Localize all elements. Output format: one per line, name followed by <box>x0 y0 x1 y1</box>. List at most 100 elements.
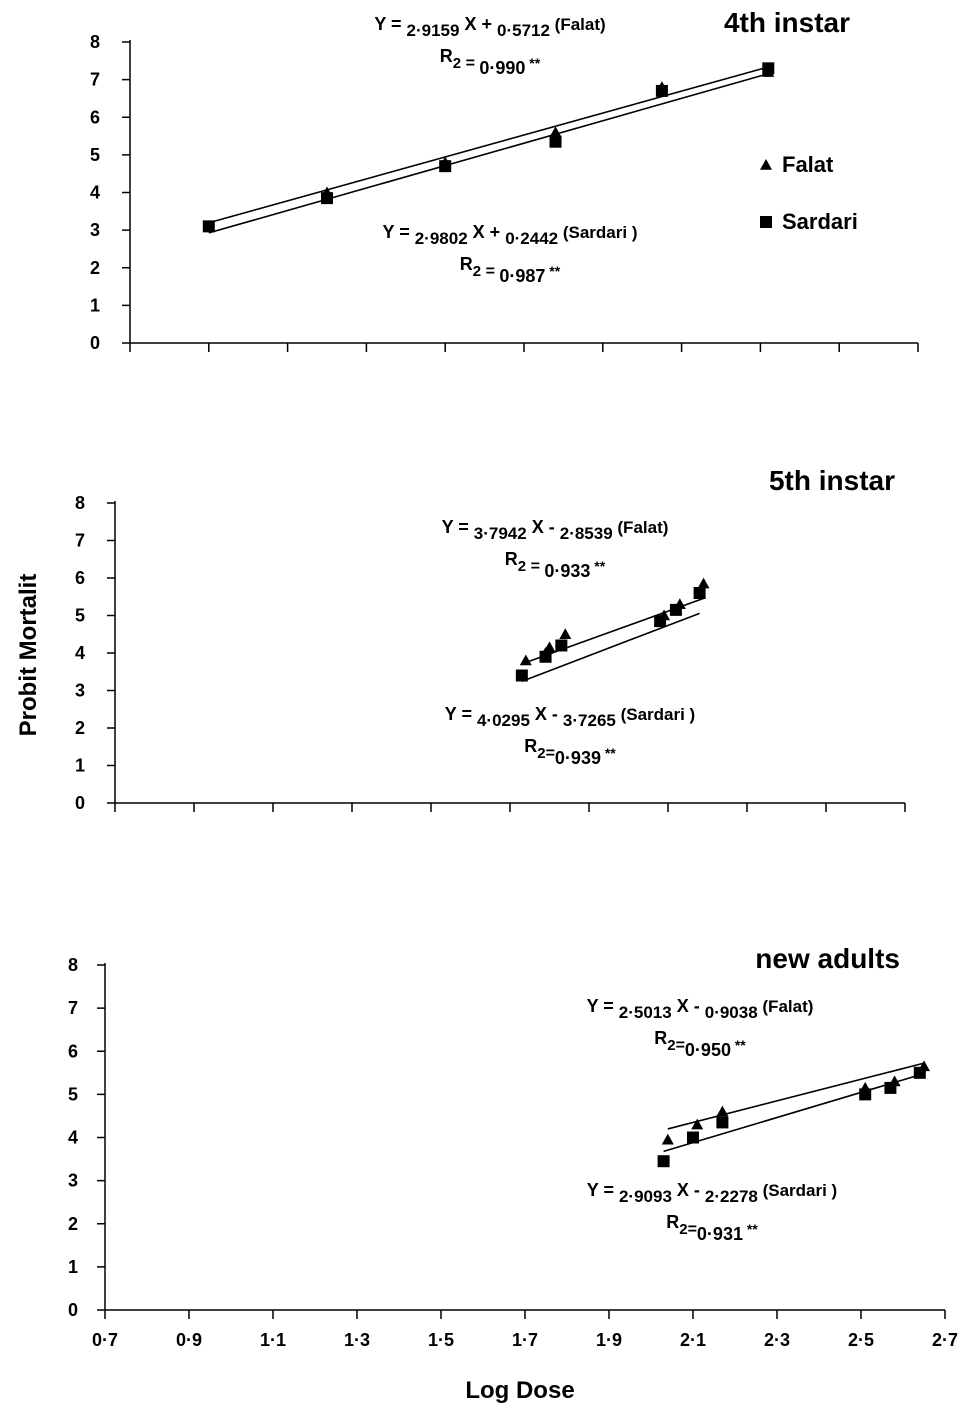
equation-annotation-4-part-2: = <box>546 745 555 762</box>
equation-annotation-1-part-2: X + <box>459 14 497 34</box>
legend-marker-sardari <box>760 216 772 228</box>
data-point-sardari <box>762 62 775 75</box>
x-tick-label: 1·5 <box>428 1330 454 1350</box>
equation-annotation-2-part-3: 0·933 <box>544 561 590 581</box>
equation-annotation-2-part-0: R <box>440 46 453 66</box>
equation-annotation-4-part-0: R <box>460 254 473 274</box>
data-point-sardari <box>669 603 682 616</box>
equation-annotation-4: R2=0·939 ** <box>524 736 616 768</box>
equation-annotation-3-part-0: Y = <box>445 704 477 724</box>
equation-annotation-2: R2 = 0·933 ** <box>505 549 606 581</box>
data-point-sardari <box>321 192 333 205</box>
equation-annotation-4: R2 = 0·987 ** <box>460 254 561 286</box>
data-point-sardari <box>716 1116 729 1129</box>
fit-line-sardari <box>521 612 700 683</box>
data-point-falat <box>549 126 562 138</box>
equation-annotation-3-part-2: X + <box>468 222 506 242</box>
equation-annotation-1: Y = 2·9159 X + 0·5712 (Falat) <box>374 14 605 40</box>
equation-annotation-1-part-1: 3·7942 <box>474 524 527 543</box>
equation-annotation-2-part-0: R <box>505 549 518 569</box>
equation-annotation-4-part-1: 2 <box>473 263 481 280</box>
y-tick-label: 2 <box>90 258 100 278</box>
equation-annotation-3-part-4: (Sardari ) <box>558 223 637 242</box>
data-point-sardari <box>693 587 706 599</box>
chart-panel-1: 0 1 2 3 4 5 6 7 8 4th instar Y = 2·9159 X + 0·5712… <box>90 7 919 353</box>
equation-annotation-1-part-2: X - <box>672 996 705 1016</box>
equation-annotation-4-part-3: 0·939 <box>555 748 601 768</box>
equation-annotation-1-part-4: (Falat) <box>550 15 606 34</box>
x-tick-label: 1·9 <box>596 1330 622 1350</box>
y-tick-label: 5 <box>68 1084 78 1104</box>
equation-annotation-1: Y = 2·5013 X - 0·9038 (Falat) <box>587 996 814 1022</box>
equation-annotation-1-part-3: 2·8539 <box>560 524 613 543</box>
data-point-falat <box>519 654 532 666</box>
data-point-falat <box>559 628 572 640</box>
equation-annotation-1-part-3: 0·9038 <box>705 1003 758 1022</box>
equation-annotation-3-part-1: 4·0295 <box>477 711 530 730</box>
y-tick-label: 1 <box>90 295 100 315</box>
equation-annotation-4: R2=0·931 ** <box>666 1212 758 1244</box>
y-tick-label: 8 <box>90 32 100 52</box>
data-point-sardari <box>549 135 562 148</box>
x-tick-label: 2·3 <box>764 1330 790 1350</box>
equation-annotation-2-part-2: = <box>461 55 479 72</box>
panel-title: new adults <box>755 943 900 974</box>
x-tick-label: 2·1 <box>680 1330 706 1350</box>
equation-annotation-3: Y = 2·9802 X + 0·2442 (Sardari ) <box>383 222 638 248</box>
x-tick-label: 2·7 <box>932 1330 958 1350</box>
x-tick-label: 1·1 <box>260 1330 286 1350</box>
y-tick-label: 3 <box>68 1171 78 1191</box>
data-point-falat <box>697 577 710 589</box>
equation-annotation-1-part-2: X - <box>527 517 560 537</box>
y-tick-label: 3 <box>90 220 100 240</box>
y-tick-label: 0 <box>75 793 85 813</box>
equation-annotation-1-part-0: Y = <box>587 996 619 1016</box>
data-point-falat <box>543 641 556 653</box>
equation-annotation-2-part-4: ** <box>590 558 605 574</box>
y-tick-label: 0 <box>68 1300 78 1320</box>
equation-annotation-1-part-3: 0·5712 <box>497 21 550 40</box>
equation-annotation-4-part-1: 2 <box>679 1221 687 1238</box>
equation-annotation-2-part-2: = <box>526 558 544 575</box>
data-point-sardari <box>515 669 528 682</box>
legend-marker-falat <box>760 159 772 170</box>
data-point-sardari <box>687 1131 699 1144</box>
y-tick-label: 7 <box>90 70 100 90</box>
equation-annotation-2-part-4: ** <box>525 55 540 71</box>
y-tick-label: 6 <box>75 568 85 588</box>
data-point-falat <box>661 1133 674 1145</box>
equation-annotation-4-part-2: = <box>688 1221 697 1238</box>
equation-annotation-1-part-1: 2·5013 <box>619 1003 672 1022</box>
data-point-sardari <box>884 1081 897 1094</box>
equation-annotation-1-part-0: Y = <box>442 517 474 537</box>
equation-annotation-3-part-4: (Sardari ) <box>616 705 695 724</box>
equation-annotation-4-part-3: 0·987 <box>499 266 545 286</box>
x-axis-title: Log Dose <box>465 1377 574 1404</box>
equation-annotation-3-part-1: 2·9093 <box>619 1187 672 1206</box>
panel-title: 5th instar <box>769 465 895 496</box>
data-point-sardari <box>202 220 215 233</box>
y-tick-label: 6 <box>68 1041 78 1061</box>
equation-annotation-3-part-4: (Sardari ) <box>758 1181 837 1200</box>
equation-annotation-1-part-1: 2·9159 <box>407 21 460 40</box>
data-point-falat <box>691 1118 704 1130</box>
fit-line-sardari <box>663 1074 921 1153</box>
equation-annotation-2-part-4: ** <box>731 1037 746 1053</box>
y-tick-label: 0 <box>90 333 100 353</box>
equation-annotation-3-part-3: 2·2278 <box>705 1187 758 1206</box>
y-tick-label: 8 <box>75 493 85 513</box>
equation-annotation-4-part-0: R <box>524 736 537 756</box>
equation-annotation-1-part-4: (Falat) <box>613 518 669 537</box>
equation-annotation-4-part-2: = <box>481 263 499 280</box>
y-tick-label: 4 <box>90 183 100 203</box>
legend-label-falat: Falat <box>782 152 834 177</box>
y-tick-label: 5 <box>75 606 85 626</box>
equation-annotation-2-part-0: R <box>654 1028 667 1048</box>
fit-line-falat <box>208 66 769 224</box>
equation-annotation-3-part-0: Y = <box>383 222 415 242</box>
y-tick-label: 4 <box>68 1128 78 1148</box>
equation-annotation-4-part-4: ** <box>743 1221 758 1237</box>
data-point-sardari <box>859 1088 872 1101</box>
x-tick-label: 0·7 <box>92 1330 118 1350</box>
